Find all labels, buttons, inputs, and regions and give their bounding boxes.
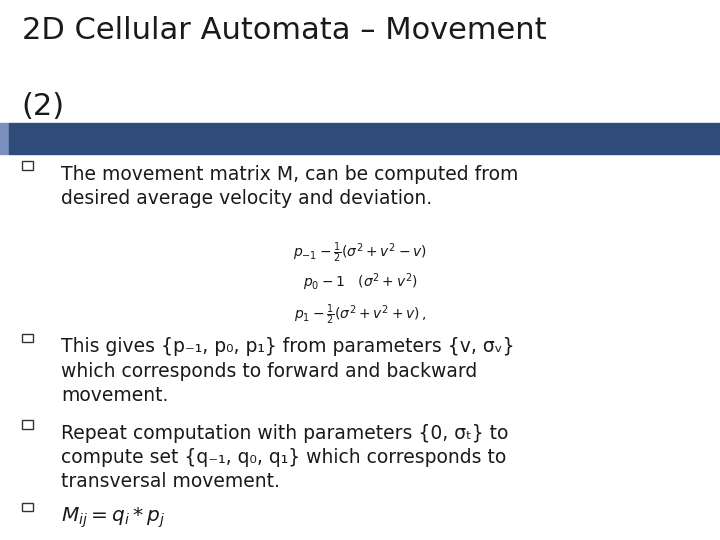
Text: The movement matrix M, can be computed from
desired average velocity and deviati: The movement matrix M, can be computed f… bbox=[61, 165, 518, 208]
Text: 2D Cellular Automata – Movement: 2D Cellular Automata – Movement bbox=[22, 16, 546, 45]
Bar bbox=[22, 503, 32, 511]
Text: $p_0 - 1 \quad (\sigma^2 + v^2)$: $p_0 - 1 \quad (\sigma^2 + v^2)$ bbox=[302, 272, 418, 293]
Text: (2): (2) bbox=[22, 92, 65, 121]
Bar bbox=[9, 123, 720, 154]
Text: $M_{ij} = q_i * p_j$: $M_{ij} = q_i * p_j$ bbox=[61, 506, 166, 530]
Bar bbox=[0, 123, 9, 154]
Text: This gives {p₋₁, p₀, p₁} from parameters {v, σᵥ}
which corresponds to forward an: This gives {p₋₁, p₀, p₁} from parameters… bbox=[61, 338, 515, 405]
Text: $p_1 - \frac{1}{2}(\sigma^2 + v^2 + v)\,,$: $p_1 - \frac{1}{2}(\sigma^2 + v^2 + v)\,… bbox=[294, 303, 426, 327]
Text: $p_{-1} - \frac{1}{2}(\sigma^2 + v^2 - v)$: $p_{-1} - \frac{1}{2}(\sigma^2 + v^2 - v… bbox=[293, 240, 427, 265]
Text: Repeat computation with parameters {0, σₜ} to
compute set {q₋₁, q₀, q₁} which co: Repeat computation with parameters {0, σ… bbox=[61, 424, 508, 491]
Bar bbox=[22, 421, 32, 429]
Bar bbox=[22, 161, 32, 170]
Bar bbox=[22, 334, 32, 342]
